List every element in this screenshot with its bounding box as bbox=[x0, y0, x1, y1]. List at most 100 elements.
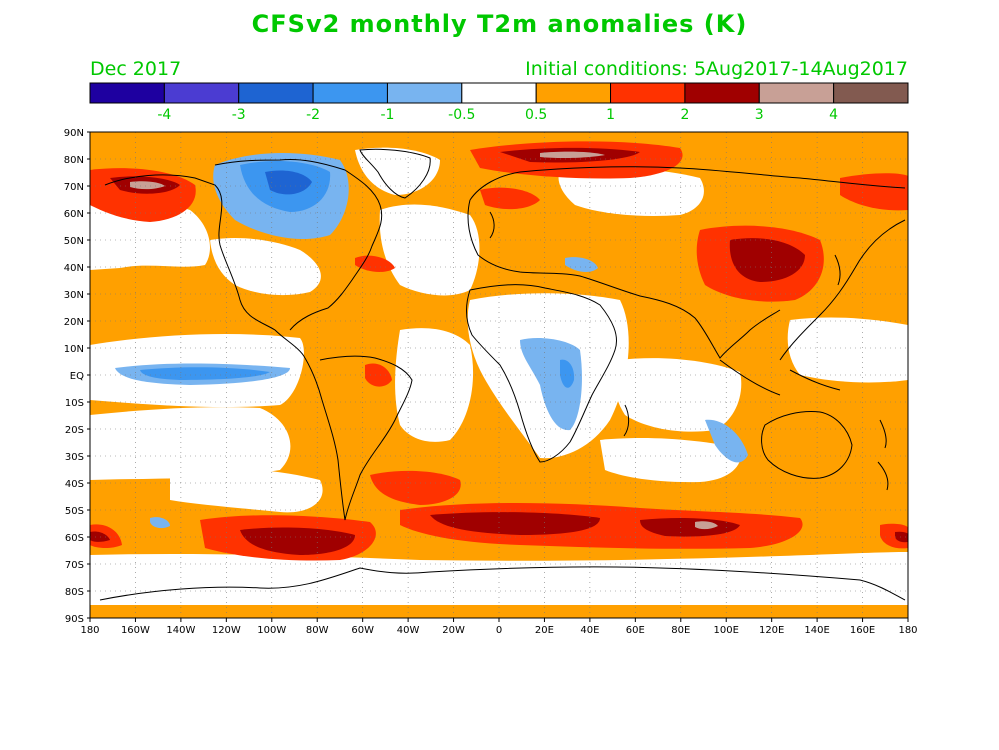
neutral-atlantic bbox=[395, 328, 474, 442]
latitude-label: 20N bbox=[64, 317, 84, 328]
colorbar-label: 0.5 bbox=[525, 107, 547, 123]
colorbar bbox=[89, 82, 909, 104]
longitude-label: 160E bbox=[850, 625, 875, 636]
longitude-label: 60W bbox=[351, 625, 374, 636]
coast-new-zealand bbox=[877, 461, 889, 491]
coast-japan bbox=[834, 254, 841, 286]
latitude-label: 80N bbox=[64, 155, 84, 166]
cool-strong-regions bbox=[265, 170, 312, 195]
colorbar-label: -0.5 bbox=[448, 107, 475, 123]
colorbar-label: -3 bbox=[232, 107, 246, 123]
chart-title: CFSv2 monthly T2m anomalies (K) bbox=[251, 10, 748, 38]
neutral-south-pacific bbox=[170, 468, 323, 513]
latitude-label: 20S bbox=[65, 425, 84, 436]
latitude-label: 80S bbox=[65, 587, 84, 598]
south-ocean-core-east bbox=[430, 512, 600, 535]
latitude-label: EQ bbox=[70, 371, 84, 382]
east-siberia-warm bbox=[840, 173, 908, 211]
neutral-west-pacific bbox=[787, 317, 908, 383]
coast-australia bbox=[761, 411, 853, 479]
colorbar-label: -4 bbox=[157, 107, 171, 123]
longitude-label: 100W bbox=[257, 625, 286, 636]
warm-4k-regions bbox=[130, 151, 718, 530]
latitude-labels: 90N 80N 70N 60N 50N 40N 30N 20N 10N EQ 10S 20S 30S 40… bbox=[64, 128, 90, 625]
longitude-label: 180 bbox=[80, 625, 99, 636]
latitude-label: 90S bbox=[65, 614, 84, 625]
amazon-warm bbox=[365, 363, 392, 387]
longitude-label: 80E bbox=[671, 625, 690, 636]
latitude-label: 40N bbox=[64, 263, 84, 274]
longitude-label: 140W bbox=[166, 625, 195, 636]
latitude-label: 60N bbox=[64, 209, 84, 220]
longitude-label: 100E bbox=[714, 625, 739, 636]
latitude-label: 10S bbox=[65, 398, 84, 409]
colorbar-swatch bbox=[163, 82, 240, 104]
longitude-label: 0 bbox=[496, 625, 502, 636]
neutral-north-atlantic bbox=[379, 204, 480, 296]
latitude-label: 70N bbox=[64, 182, 84, 193]
colorbar-swatch bbox=[684, 82, 760, 104]
south-ocean-core-far bbox=[640, 517, 740, 537]
latitude-label: 50N bbox=[64, 236, 84, 247]
longitude-label: 120E bbox=[759, 625, 784, 636]
neutral-greenland-gap bbox=[355, 147, 440, 195]
far-east-south-warm bbox=[880, 523, 908, 549]
scandinavia-warm bbox=[480, 187, 540, 210]
longitude-label: 140E bbox=[804, 625, 829, 636]
north-russia-peak bbox=[540, 151, 605, 159]
colorbar-swatch bbox=[461, 82, 537, 104]
longitude-label: 20W bbox=[442, 625, 465, 636]
initial-conditions-label: Initial conditions: 5Aug2017-14Aug2017 bbox=[525, 58, 908, 80]
south-atlantic-warm bbox=[370, 470, 461, 505]
alaska-peak bbox=[130, 181, 165, 190]
valid-month-label: Dec 2017 bbox=[90, 58, 182, 80]
coast-north-america bbox=[104, 159, 383, 359]
colorbar-swatch bbox=[610, 82, 686, 104]
colorbar-swatch bbox=[312, 82, 388, 104]
colorbar-swatch bbox=[535, 82, 612, 104]
colorbar-swatch bbox=[833, 82, 909, 104]
colorbar-labels: -4 -3 -2 -1 -0.5 0.5 1 2 3 4 bbox=[157, 107, 838, 123]
neutral-regions bbox=[90, 147, 908, 605]
longitude-labels: 180 160W 140W 120W 100W 80W 60W 40W 20W 0 20E 40E 60… bbox=[80, 618, 918, 636]
latitude-label: 60S bbox=[65, 533, 84, 544]
neutral-south-indian bbox=[600, 437, 741, 483]
longitude-label: 80W bbox=[306, 625, 329, 636]
anomaly-field bbox=[90, 132, 908, 618]
coast-south-america bbox=[304, 355, 413, 521]
coast-uk bbox=[489, 211, 495, 239]
coast-greenland bbox=[359, 148, 431, 199]
latitude-label: 70S bbox=[65, 560, 84, 571]
lat-lon-gridlines bbox=[90, 132, 908, 618]
south-indian-peak bbox=[695, 521, 718, 530]
coast-africa bbox=[466, 284, 617, 463]
neutral-siberia bbox=[558, 167, 704, 216]
coast-antarctica bbox=[99, 566, 906, 601]
longitude-label: 160W bbox=[121, 625, 150, 636]
east-africa-cool-core bbox=[560, 359, 575, 388]
colorbar-swatch bbox=[758, 82, 835, 104]
colorbar-label: 1 bbox=[606, 107, 615, 123]
latitude-label: 40S bbox=[65, 479, 84, 490]
latitude-label: 10N bbox=[64, 344, 84, 355]
neutral-east-pacific bbox=[90, 407, 291, 480]
colorbar-label: 2 bbox=[680, 107, 689, 123]
colorbar-label: 4 bbox=[829, 107, 838, 123]
south-pacific-cool bbox=[150, 517, 170, 529]
neutral-indian bbox=[614, 358, 742, 432]
south-ocean-core-west bbox=[240, 527, 355, 555]
neutral-north-america bbox=[210, 238, 321, 296]
longitude-label: 180 bbox=[898, 625, 917, 636]
longitude-label: 40E bbox=[580, 625, 599, 636]
longitude-label: 40W bbox=[397, 625, 420, 636]
far-east-core bbox=[895, 531, 908, 543]
latitude-label: 50S bbox=[65, 506, 84, 517]
neutral-north-pacific bbox=[90, 200, 210, 270]
latitude-label: 30S bbox=[65, 452, 84, 463]
equatorial-pacific-cool-core bbox=[140, 367, 270, 380]
longitude-label: 120W bbox=[212, 625, 241, 636]
coast-southeast-asia bbox=[719, 359, 887, 449]
colorbar-swatch bbox=[386, 82, 463, 104]
latitude-label: 30N bbox=[64, 290, 84, 301]
